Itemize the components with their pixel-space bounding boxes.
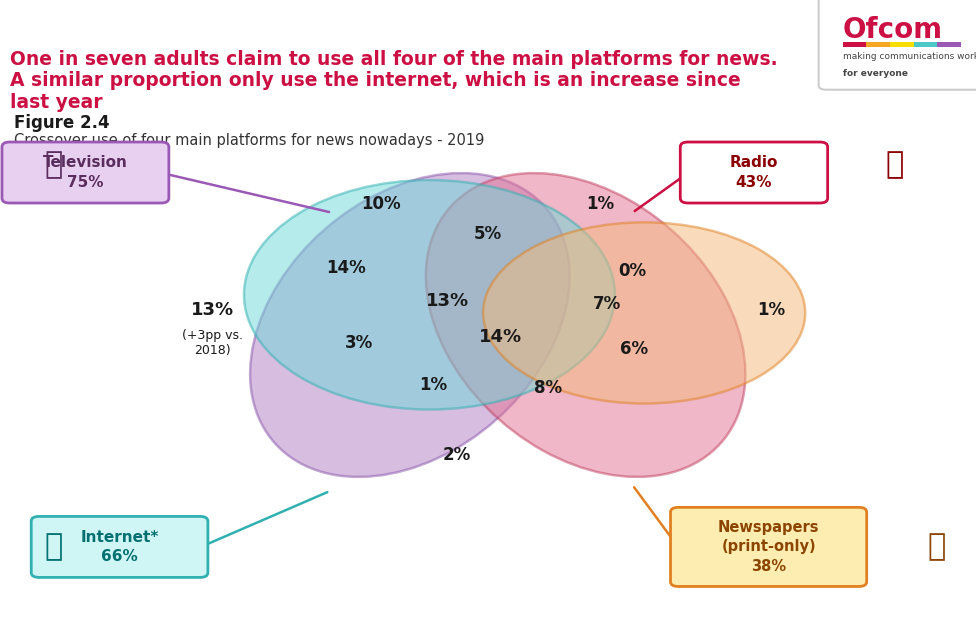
Text: 13%: 13% [191, 301, 234, 319]
Text: Television
75%: Television 75% [43, 155, 128, 190]
Text: 5%: 5% [474, 226, 502, 243]
Text: 📻: 📻 [886, 150, 904, 180]
Text: 1%: 1% [420, 376, 447, 394]
FancyBboxPatch shape [914, 42, 937, 47]
FancyBboxPatch shape [867, 42, 890, 47]
Text: 14%: 14% [327, 259, 366, 277]
Text: 3%: 3% [346, 334, 373, 352]
Text: Internet*
66%: Internet* 66% [80, 530, 159, 564]
Text: 0%: 0% [619, 261, 646, 280]
Text: making communications work: making communications work [843, 52, 976, 61]
Text: 13%: 13% [426, 292, 468, 310]
Text: 2%: 2% [443, 446, 470, 464]
FancyBboxPatch shape [31, 516, 208, 578]
Text: Newspapers
(print-only)
38%: Newspapers (print-only) 38% [718, 520, 819, 574]
Text: Ofcom: Ofcom [843, 15, 943, 43]
Text: 📰: 📰 [928, 532, 946, 561]
Text: 8%: 8% [535, 380, 562, 397]
Ellipse shape [250, 173, 570, 477]
FancyBboxPatch shape [843, 42, 867, 47]
Ellipse shape [483, 222, 805, 403]
Text: 7%: 7% [593, 295, 621, 313]
Ellipse shape [244, 180, 615, 410]
Ellipse shape [426, 173, 746, 477]
FancyBboxPatch shape [890, 42, 914, 47]
FancyBboxPatch shape [937, 42, 961, 47]
Text: A similar proportion only use the internet, which is an increase since: A similar proportion only use the intern… [10, 72, 741, 90]
Text: 1%: 1% [587, 196, 614, 213]
Text: 1%: 1% [757, 301, 785, 319]
Text: Crossover use of four main platforms for news nowadays - 2019: Crossover use of four main platforms for… [14, 133, 484, 148]
Text: (+3pp vs.
2018): (+3pp vs. 2018) [183, 329, 243, 357]
Text: 10%: 10% [361, 196, 400, 213]
Text: 6%: 6% [621, 340, 648, 358]
Text: 14%: 14% [479, 328, 522, 346]
Text: 🌐: 🌐 [45, 532, 62, 561]
Text: for everyone: for everyone [843, 69, 908, 78]
Text: last year: last year [10, 93, 102, 112]
Text: All adults 16+: All adults 16+ [14, 150, 107, 163]
FancyBboxPatch shape [2, 142, 169, 203]
FancyBboxPatch shape [680, 142, 828, 203]
FancyBboxPatch shape [819, 0, 976, 89]
Text: Figure 2.4: Figure 2.4 [14, 114, 109, 132]
Text: One in seven adults claim to use all four of the main platforms for news.: One in seven adults claim to use all fou… [10, 50, 778, 69]
Text: None of these = 3%: None of these = 3% [679, 574, 834, 589]
Text: 📺: 📺 [45, 150, 62, 180]
Text: Radio
43%: Radio 43% [730, 155, 778, 190]
FancyBboxPatch shape [671, 507, 867, 587]
